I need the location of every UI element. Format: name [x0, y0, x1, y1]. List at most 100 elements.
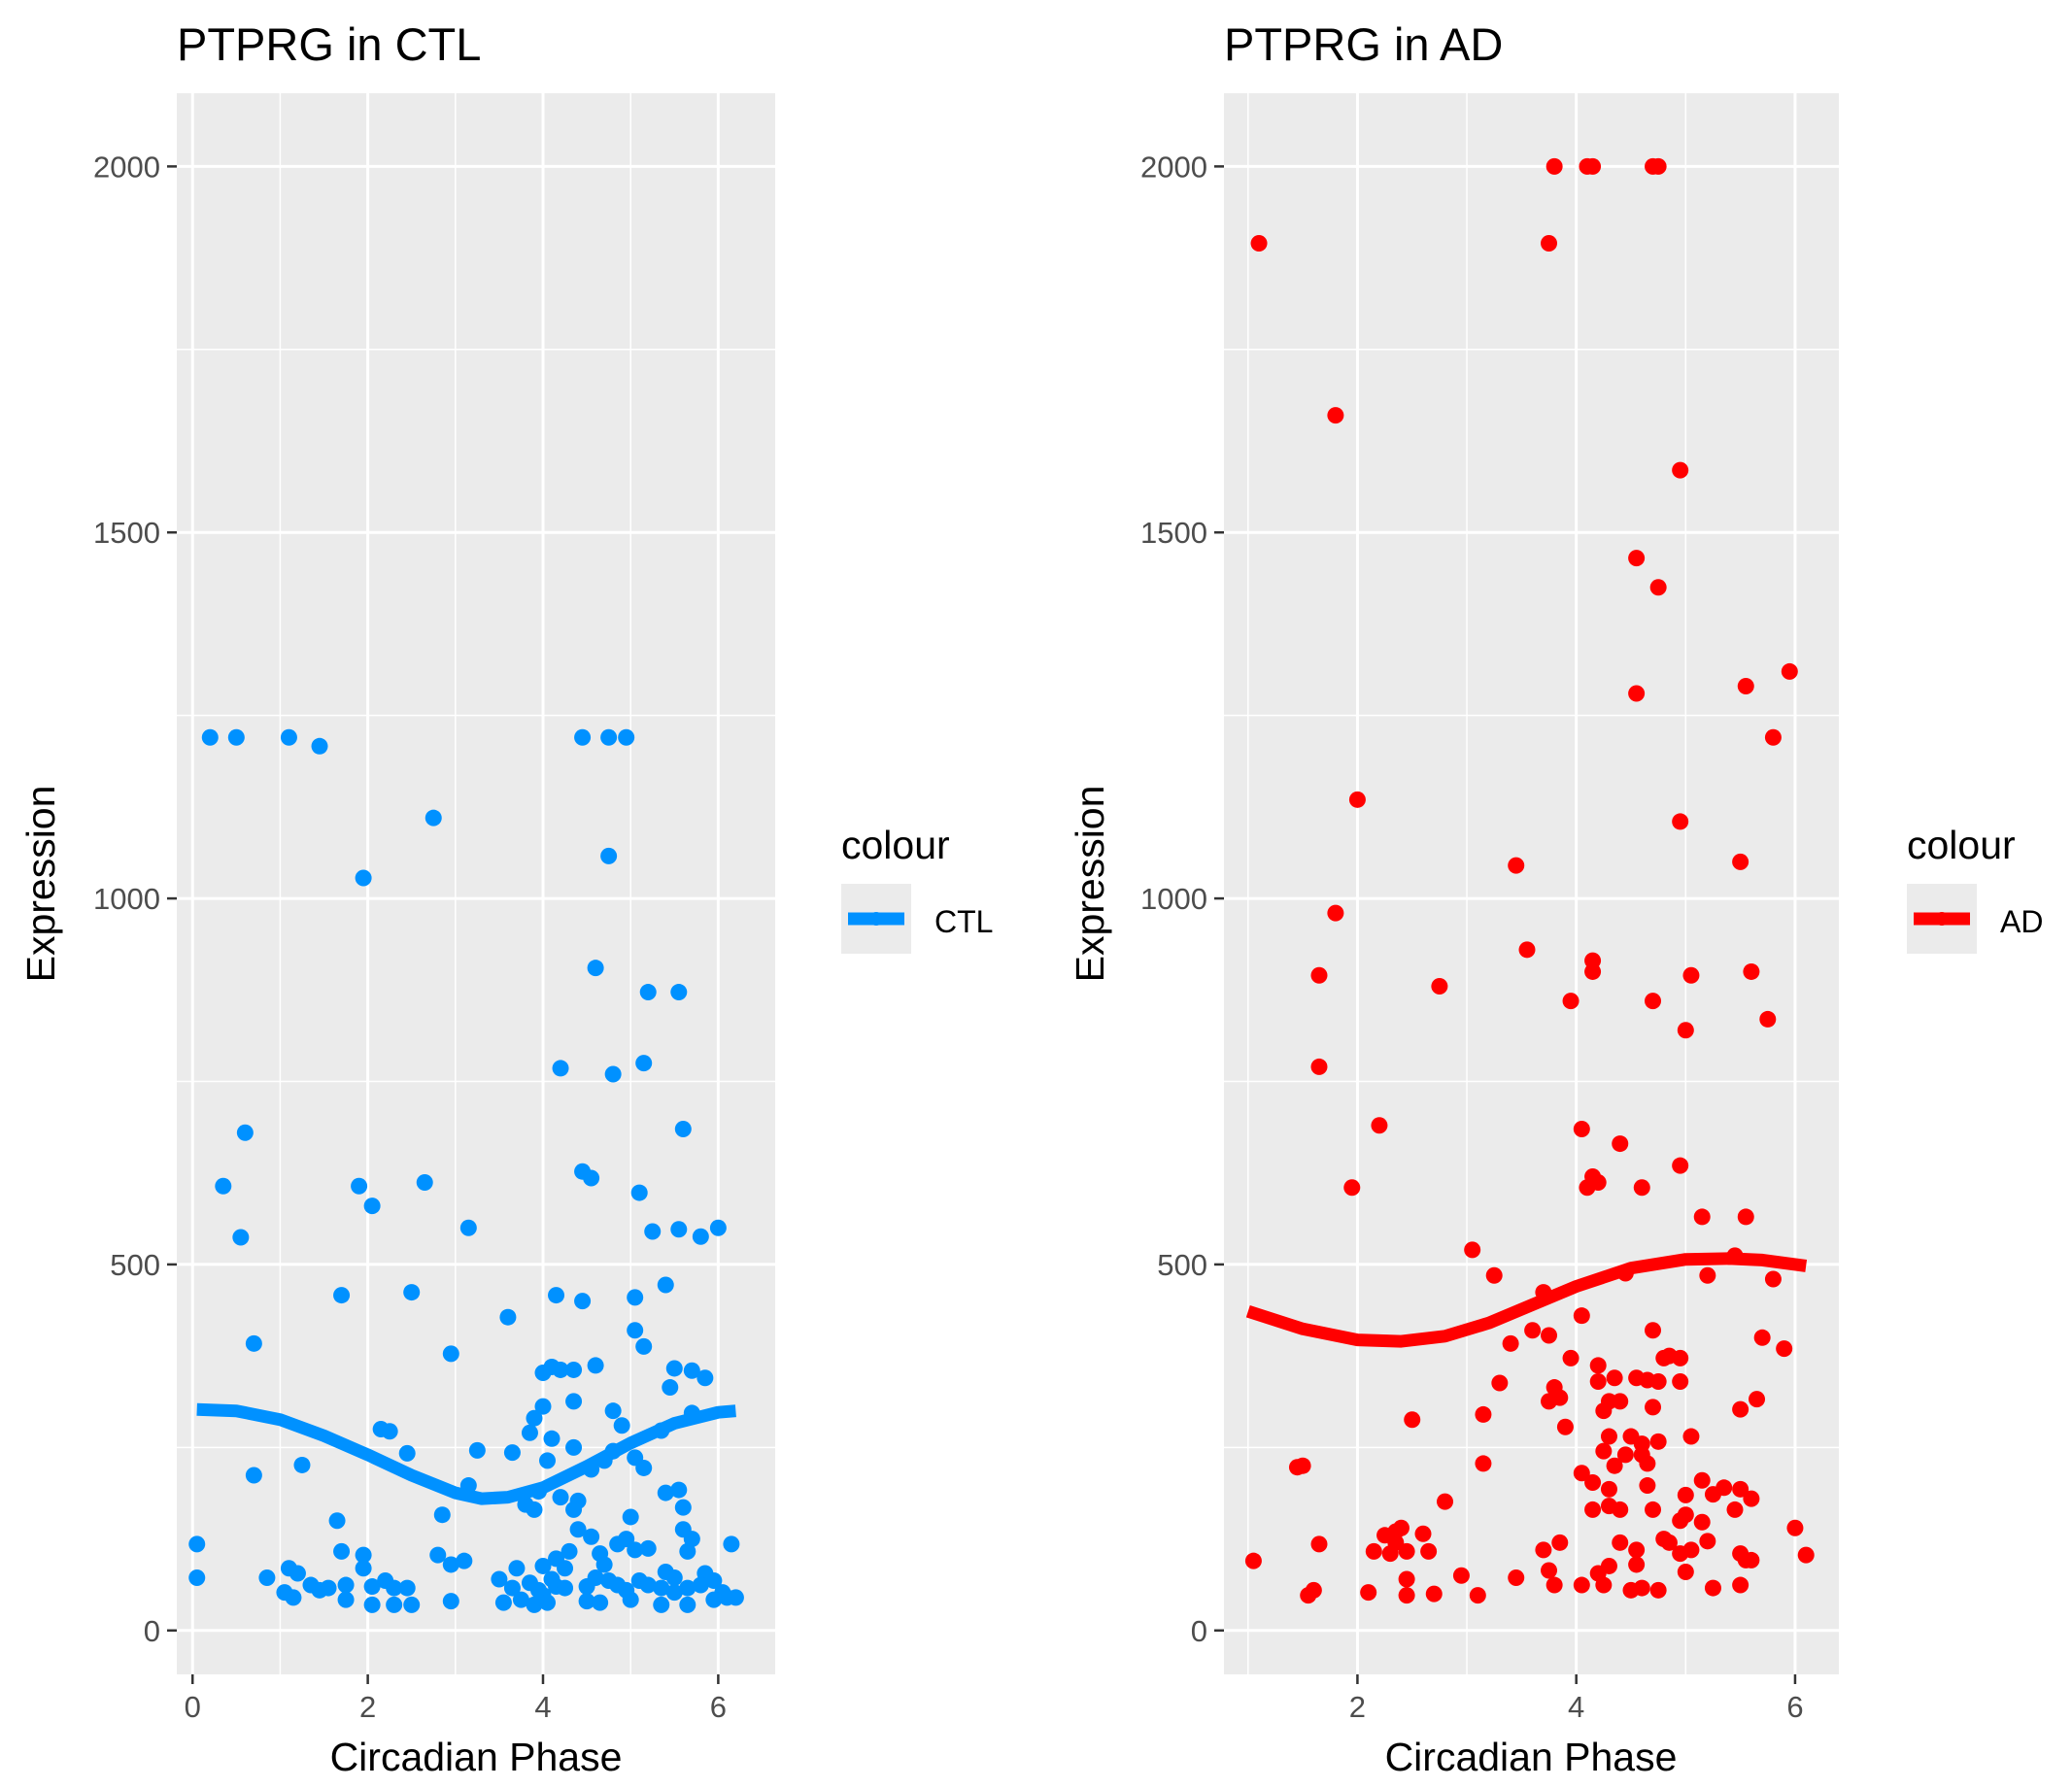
- data-point: [539, 1452, 557, 1469]
- data-point: [604, 1065, 622, 1083]
- data-point: [355, 1560, 372, 1577]
- data-point: [1645, 1501, 1662, 1518]
- data-point: [679, 1542, 696, 1560]
- data-point: [1562, 993, 1579, 1010]
- data-point: [232, 1229, 250, 1246]
- data-point: [1365, 1542, 1382, 1560]
- data-point: [201, 728, 219, 746]
- data-point: [526, 1409, 543, 1427]
- data-point: [574, 1293, 592, 1310]
- data-point: [1672, 461, 1689, 479]
- data-point: [665, 1360, 683, 1377]
- data-point: [1518, 941, 1536, 959]
- data-point: [215, 1177, 232, 1195]
- data-point: [1645, 1399, 1662, 1416]
- data-point: [1310, 1535, 1328, 1553]
- data-point: [683, 1531, 700, 1548]
- data-point: [1743, 1490, 1760, 1507]
- ctl-chart-panel: PTPRG in CTL 0 500 1000 1500 2000 0 2 4 6 Circa…: [18, 18, 993, 1779]
- data-point: [1524, 1322, 1542, 1339]
- data-point: [285, 1589, 302, 1606]
- data-point: [386, 1596, 403, 1613]
- data-point: [1431, 978, 1448, 995]
- data-point: [1491, 1374, 1509, 1392]
- data-point: [534, 1398, 552, 1415]
- data-point: [574, 728, 592, 746]
- data-point: [679, 1579, 696, 1597]
- data-point: [1573, 1576, 1590, 1594]
- data-point: [363, 1596, 381, 1613]
- data-point: [1606, 1457, 1623, 1474]
- data-point: [491, 1570, 508, 1588]
- data-point: [627, 1322, 644, 1339]
- data-point: [674, 1120, 692, 1137]
- data-point: [1464, 1241, 1481, 1259]
- data-point: [705, 1572, 723, 1590]
- data-point: [618, 1531, 635, 1548]
- x-tick-label: 0: [185, 1690, 201, 1724]
- y-tick-label: 1500: [1140, 516, 1207, 550]
- data-point: [1600, 1428, 1617, 1445]
- data-point: [1628, 1541, 1646, 1559]
- data-point: [1672, 813, 1689, 830]
- data-point: [337, 1591, 355, 1608]
- data-point: [1437, 1493, 1454, 1510]
- data-point: [1584, 962, 1602, 980]
- data-point: [1639, 1455, 1656, 1472]
- data-point: [1381, 1545, 1399, 1563]
- chart-title: PTPRG in AD: [1224, 18, 1503, 70]
- data-point: [1535, 1541, 1552, 1559]
- data-point: [557, 1579, 574, 1597]
- data-point: [552, 1361, 569, 1378]
- data-point: [1398, 1587, 1415, 1604]
- data-point: [386, 1579, 403, 1597]
- data-point: [1600, 1480, 1617, 1498]
- trend-line: [196, 1402, 736, 1505]
- y-axis-title: Expression: [1068, 786, 1112, 983]
- data-point: [1743, 962, 1760, 980]
- data-point: [1250, 235, 1268, 253]
- data-point: [293, 1456, 311, 1473]
- data-point: [526, 1501, 543, 1518]
- data-point: [1645, 993, 1662, 1010]
- data-point: [639, 984, 657, 1001]
- data-point: [1693, 1471, 1711, 1489]
- data-point: [1781, 662, 1798, 680]
- data-point: [1584, 157, 1602, 175]
- legend-title: colour: [841, 823, 950, 867]
- ad-chart-panel: PTPRG in AD 0 500 1000 1500 2000 2 4 6 Circadi…: [1068, 18, 2043, 1779]
- data-point: [657, 1484, 674, 1501]
- data-point: [1633, 1179, 1650, 1197]
- data-point: [583, 1169, 600, 1187]
- y-tick-label: 1000: [93, 882, 160, 916]
- minor-grid: [177, 93, 775, 1674]
- data-point: [1682, 1428, 1700, 1445]
- data-point: [1244, 1552, 1262, 1569]
- data-point: [403, 1596, 421, 1613]
- data-point: [311, 737, 328, 755]
- data-point: [1737, 678, 1754, 694]
- data-point: [416, 1174, 433, 1192]
- data-point: [1288, 1459, 1306, 1476]
- data-point: [442, 1345, 459, 1363]
- y-tick-label: 0: [1191, 1614, 1207, 1648]
- data-point: [1343, 1179, 1361, 1197]
- data-point: [565, 1393, 583, 1410]
- data-point: [1628, 685, 1646, 702]
- data-point: [227, 728, 245, 746]
- data-point: [592, 1594, 609, 1611]
- data-point: [1699, 1266, 1716, 1284]
- trend-line: [1245, 1252, 1808, 1348]
- data-point: [1628, 1556, 1646, 1573]
- data-point: [723, 1535, 740, 1553]
- data-point: [600, 847, 618, 864]
- x-tick-label: 2: [359, 1690, 376, 1724]
- chart-title: PTPRG in CTL: [177, 18, 481, 70]
- data-point: [1573, 1465, 1590, 1482]
- y-tick-label: 0: [144, 1614, 160, 1648]
- data-point: [1348, 791, 1366, 808]
- legend-label: AD: [2000, 904, 2043, 939]
- data-point: [622, 1591, 639, 1608]
- data-point: [1310, 966, 1328, 984]
